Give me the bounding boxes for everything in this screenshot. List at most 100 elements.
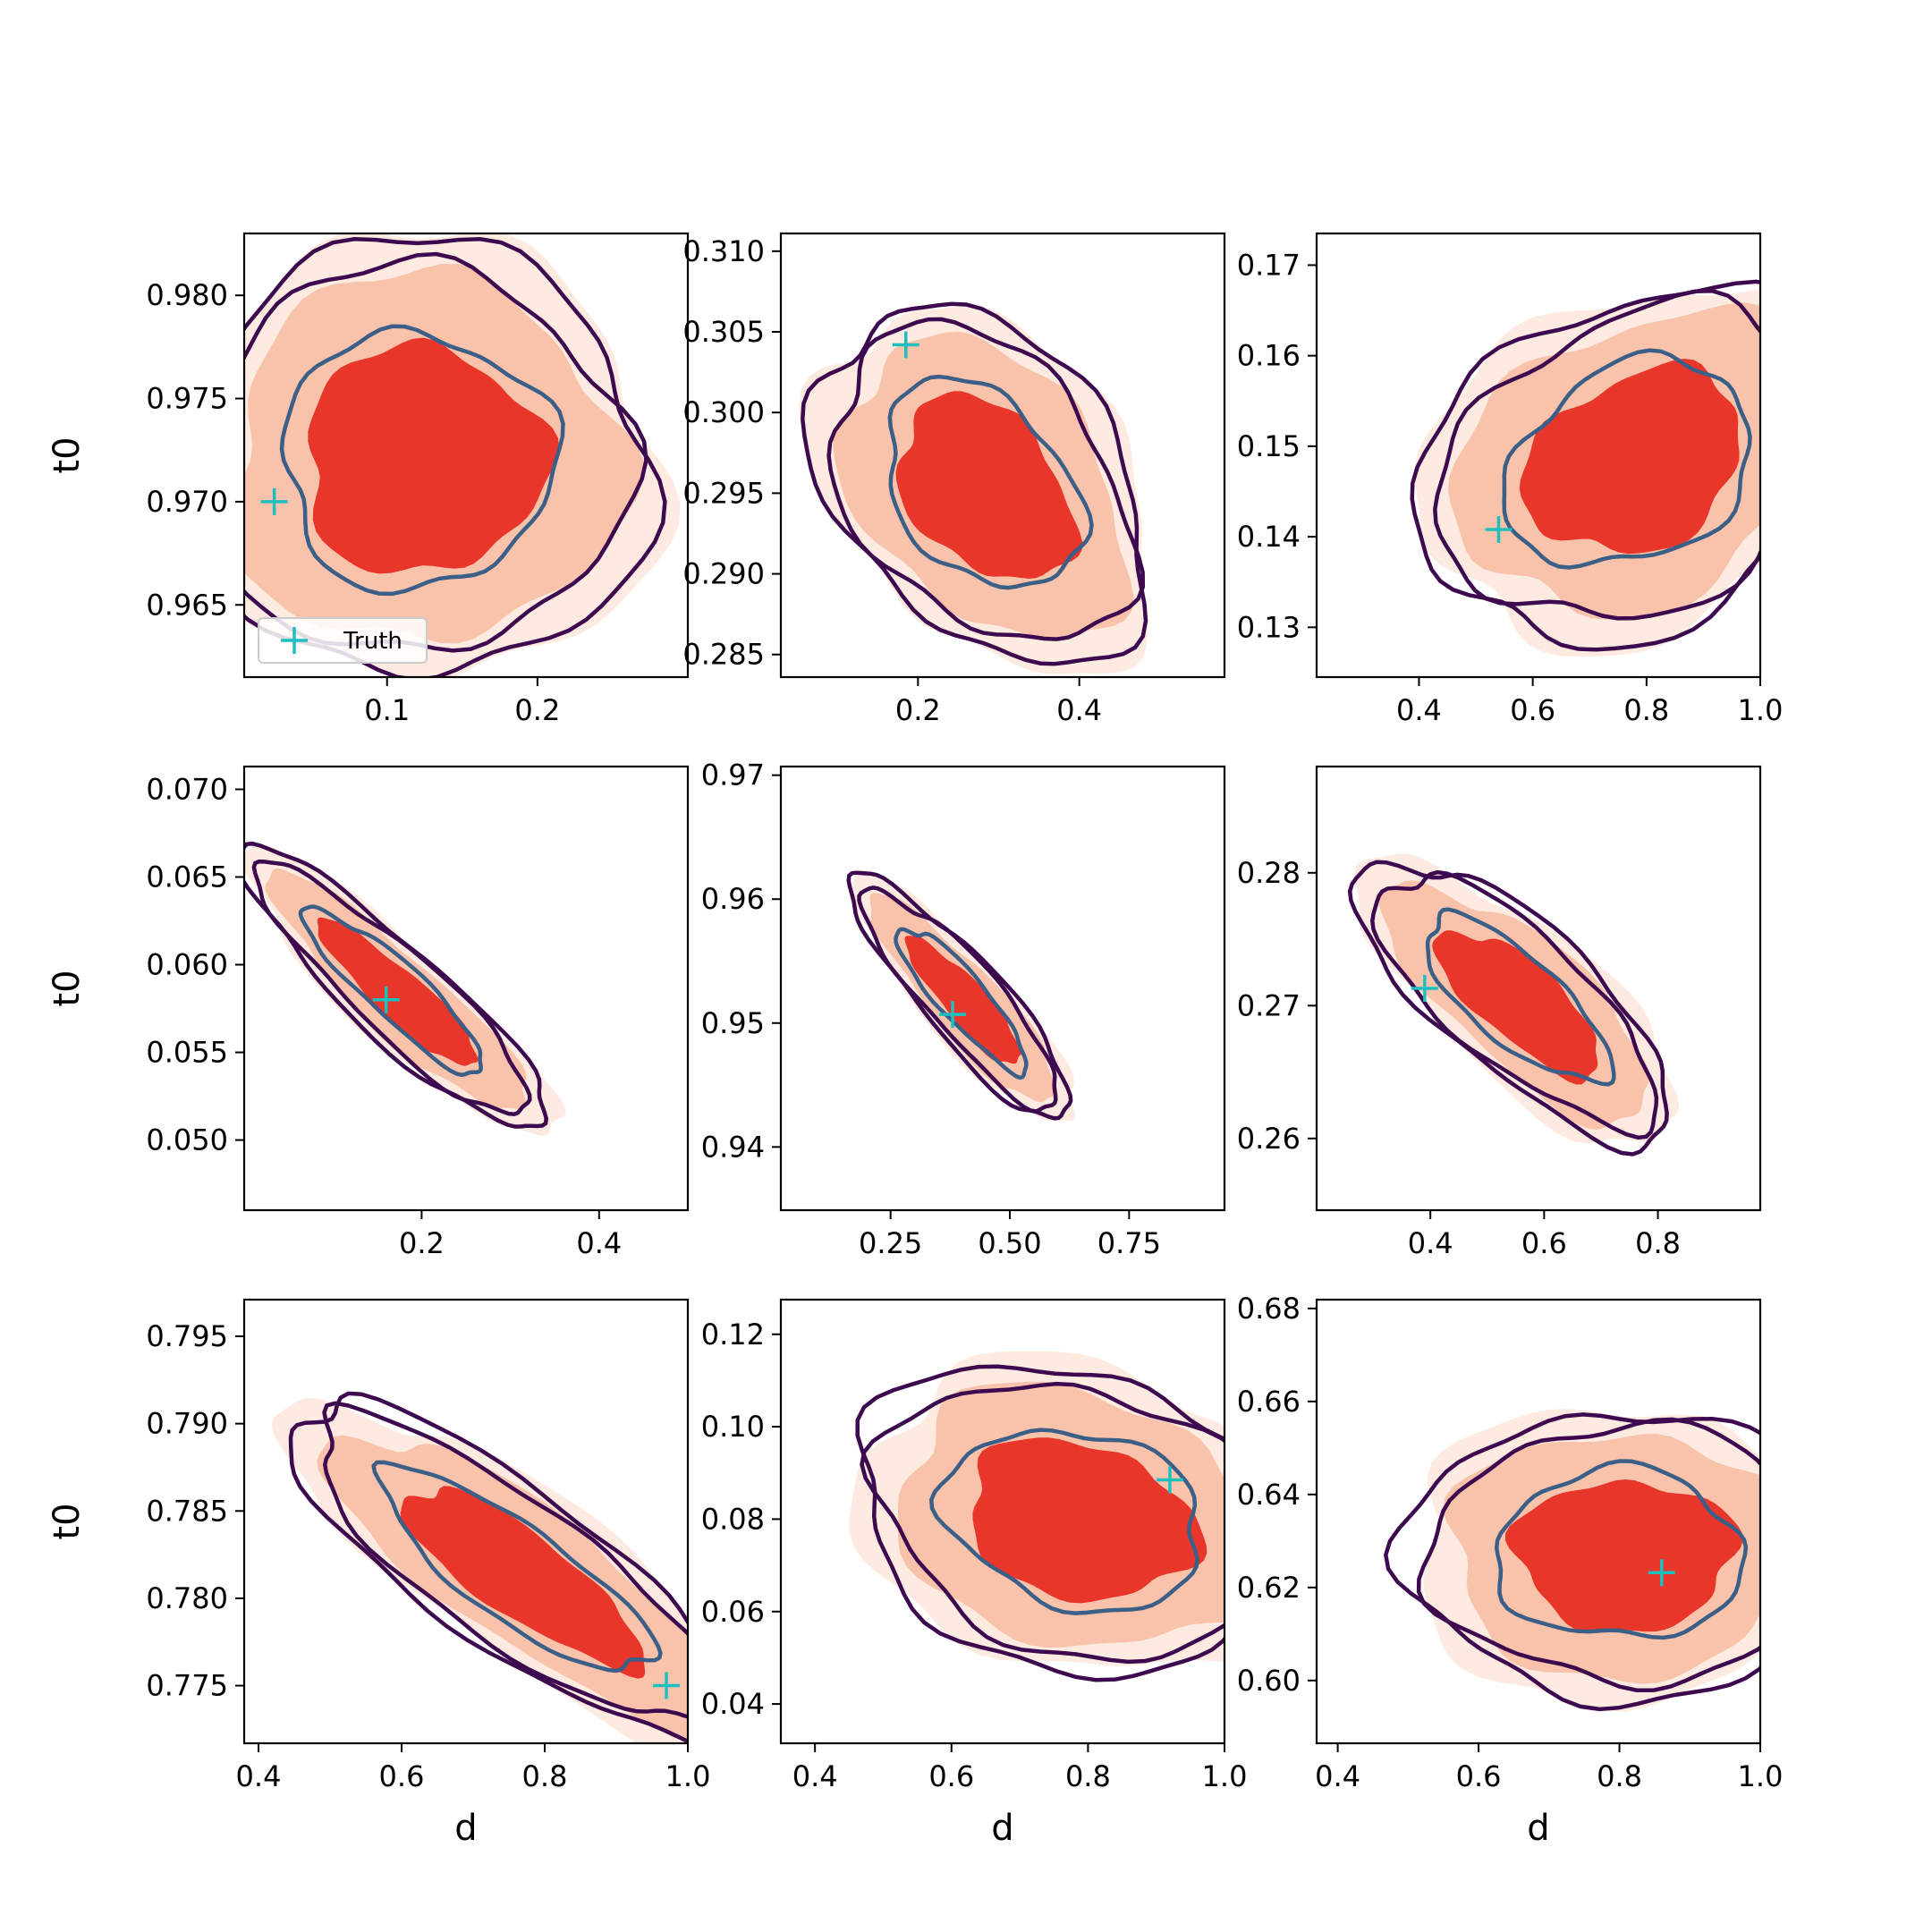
y-tick-label: 0.15	[1237, 429, 1301, 463]
contour-inner	[1502, 348, 1752, 570]
truth-marker	[1411, 975, 1438, 1002]
x-axis-label: d	[991, 1808, 1013, 1849]
y-tick-label: 0.060	[146, 948, 228, 982]
y-tick-label: 0.980	[146, 278, 228, 312]
x-tick-label: 0.8	[1623, 693, 1669, 727]
plot-area	[244, 841, 566, 1136]
contour-outer	[1383, 1412, 1760, 1712]
contour-outer	[801, 301, 1148, 666]
x-tick-label: 1.0	[1738, 1759, 1784, 1793]
y-tick-label: 0.12	[701, 1318, 765, 1352]
y-tick-label: 0.60	[1237, 1664, 1301, 1698]
truth-marker	[653, 1672, 680, 1699]
y-tick-label: 0.64	[1237, 1478, 1301, 1512]
subplot-0-1: 0.2 0.4 0.285 0.290 0.295 0.300 0.305 0.310	[682, 232, 1226, 727]
x-tick-label: 0.4	[792, 1759, 838, 1793]
x-tick-label: 0.4	[236, 1759, 282, 1793]
fill-level-inner	[317, 917, 479, 1066]
y-tick-label: 0.27	[1237, 988, 1301, 1022]
y-tick-label: 0.66	[1237, 1385, 1301, 1419]
x-tick-label: 0.4	[1315, 1759, 1360, 1793]
contour-middle	[251, 859, 532, 1116]
contour-inner	[887, 374, 1094, 590]
y-tick-label: 0.305	[682, 315, 765, 349]
y-tick-label: 0.95	[701, 1006, 765, 1040]
y-tick-label: 0.780	[146, 1581, 228, 1615]
x-tick-label: 0.25	[859, 1226, 922, 1260]
x-tick-label: 0.50	[978, 1226, 1041, 1260]
y-tick-label: 0.065	[146, 860, 228, 894]
contour-middle	[860, 1381, 1224, 1665]
x-tick-label: 0.4	[576, 1226, 622, 1260]
y-tick-label: 0.290	[682, 557, 765, 591]
y-axis-label: t0	[47, 436, 88, 473]
x-tick-label: 0.75	[1097, 1226, 1161, 1260]
contour-middle	[322, 1401, 688, 1719]
legend-truth-label: Truth	[343, 628, 402, 655]
y-tick-label: 0.300	[682, 395, 765, 429]
truth-marker	[1648, 1559, 1675, 1587]
y-tick-label: 0.97	[701, 758, 765, 792]
x-tick-label: 0.2	[514, 693, 560, 727]
y-tick-label: 0.975	[146, 382, 228, 416]
y-tick-label: 0.790	[146, 1407, 228, 1441]
subplot-2-1: 0.4 0.6 0.8 1.0 0.04 0.06 0.08 0.10 0.12 d	[701, 1298, 1248, 1849]
y-tick-label: 0.285	[682, 638, 765, 672]
x-tick-label: 0.4	[1056, 693, 1102, 727]
contour-inner	[279, 324, 565, 597]
plot-area	[1347, 853, 1680, 1157]
y-tick-label: 0.070	[146, 772, 228, 806]
x-tick-label: 0.2	[399, 1226, 445, 1260]
x-tick-label: 0.4	[1408, 1226, 1453, 1260]
truth-marker	[1485, 516, 1513, 544]
x-tick-label: 1.0	[665, 1759, 711, 1793]
y-axis-label: t0	[47, 970, 88, 1006]
fill-level-inner	[1519, 359, 1740, 555]
contour-inner	[1494, 1459, 1749, 1640]
axes-frame	[1315, 232, 1762, 679]
x-tick-label: 0.6	[928, 1759, 974, 1793]
truth-marker	[372, 986, 400, 1013]
subplot-2-0: 0.4 0.6 0.8 1.0 0.775 0.780 0.785 0.790 0.795 d t0	[47, 1298, 711, 1849]
axes-frame	[1315, 1298, 1762, 1745]
plot-area	[1383, 1409, 1760, 1712]
x-tick-label: 0.1	[364, 693, 410, 727]
x-tick-label: 0.8	[1065, 1759, 1111, 1793]
legend-truth-marker	[281, 627, 308, 654]
x-tick-label: 0.2	[895, 693, 941, 727]
x-tick-label: 0.8	[1635, 1226, 1681, 1260]
x-tick-label: 0.6	[1510, 693, 1555, 727]
plot-area	[849, 1351, 1224, 1682]
axes-frame	[779, 232, 1226, 679]
y-tick-label: 0.795	[146, 1319, 228, 1353]
plot-area	[846, 869, 1075, 1122]
fill-level-inner	[972, 1437, 1208, 1604]
y-tick-label: 0.94	[701, 1130, 765, 1164]
y-tick-label: 0.10	[701, 1410, 765, 1444]
y-tick-label: 0.310	[682, 234, 765, 268]
subplot-1-0: 0.2 0.4 0.050 0.055 0.060 0.065 0.070 t0	[47, 765, 690, 1260]
contour-outer	[244, 237, 667, 677]
axes-frame	[1315, 765, 1762, 1212]
y-tick-label: 0.050	[146, 1123, 228, 1157]
contour-inner	[1425, 907, 1616, 1087]
truth-marker	[1156, 1466, 1183, 1494]
subplot-0-0: 0.1 0.2 0.965 0.970 0.975 0.980 t0 Truth	[47, 232, 690, 727]
contour-outer	[288, 1391, 688, 1743]
contour-outer	[1347, 860, 1669, 1157]
y-tick-label: 0.96	[701, 882, 765, 916]
plot-area	[271, 1391, 688, 1743]
contour-middle	[826, 317, 1146, 641]
contour-inner	[929, 1428, 1199, 1615]
y-tick-label: 0.17	[1237, 248, 1301, 282]
x-tick-label: 1.0	[1202, 1759, 1248, 1793]
y-tick-label: 0.28	[1237, 856, 1301, 890]
y-tick-label: 0.775	[146, 1669, 228, 1703]
x-axis-label: d	[1527, 1808, 1549, 1849]
y-tick-label: 0.06	[701, 1595, 765, 1629]
contour-inner	[371, 1460, 663, 1674]
subplot-2-2: 0.4 0.6 0.8 1.0 0.60 0.62 0.64 0.66 0.68 d	[1237, 1292, 1784, 1849]
fill-level-inner	[895, 391, 1082, 579]
contour-middle	[244, 251, 648, 653]
